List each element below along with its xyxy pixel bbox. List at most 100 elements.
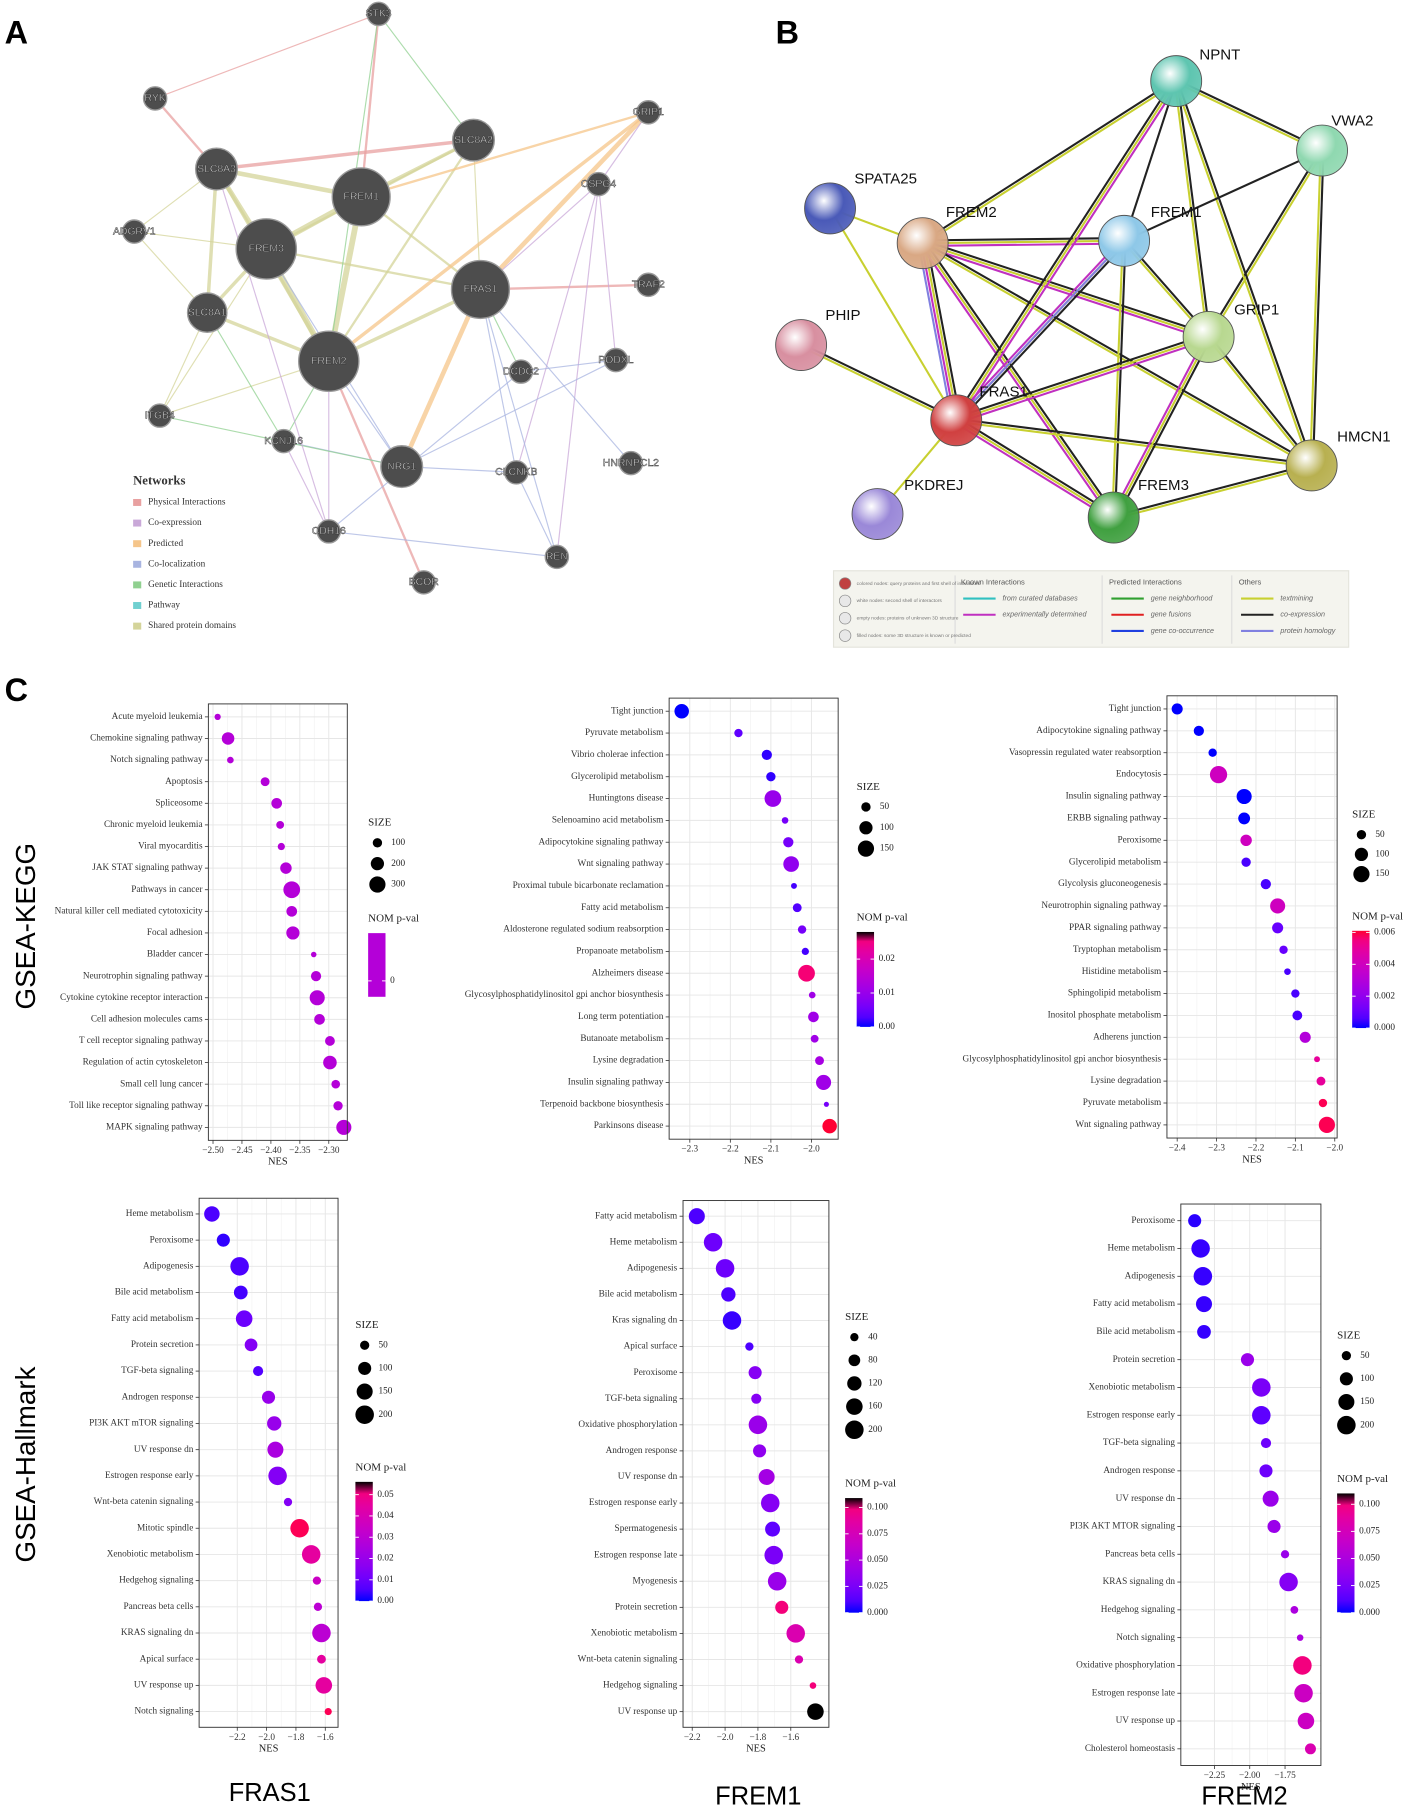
dot (230, 1257, 249, 1276)
dot (310, 971, 322, 982)
network-edge (159, 248, 267, 416)
network-edge (922, 242, 1209, 338)
network-node (1182, 310, 1235, 363)
y-tick-label: PI3K AKT MTOR signaling (1070, 1522, 1176, 1532)
dot (1318, 1098, 1328, 1108)
colorbar-label: 0.00 (377, 1596, 394, 1606)
dot (783, 856, 799, 872)
network-edge (515, 472, 558, 558)
size-legend-label: 300 (391, 880, 405, 890)
y-tick-label: Notch signaling (134, 1707, 193, 1717)
x-axis-label: NES (1242, 1154, 1262, 1165)
dot (748, 1415, 768, 1435)
network-edge (1208, 150, 1325, 339)
dot (1171, 703, 1183, 715)
legend-label: co-expression (1280, 611, 1325, 619)
node-label: SLC8A3 (197, 164, 236, 175)
network-edge (1111, 240, 1124, 518)
y-tick-label: Xenobiotic metabolism (591, 1629, 678, 1639)
node-label: CSPG4 (581, 179, 616, 190)
dot (823, 1101, 829, 1107)
dot (324, 1707, 332, 1716)
column-label: FREM1 (715, 1783, 801, 1811)
network-edge (1176, 78, 1324, 151)
y-tick-label: Androgen response (122, 1392, 194, 1402)
size-legend-dot (369, 876, 386, 893)
colorbar-label: 0.03 (377, 1532, 394, 1542)
y-tick-label: Glycolysis gluconeogenesis (1058, 879, 1161, 889)
legend-group-title: Predicted Interactions (1109, 577, 1182, 586)
dot (267, 1416, 282, 1431)
dot (1252, 1378, 1271, 1397)
y-tick-label: Proximal tubule bicarbonate reclamation (513, 881, 664, 891)
y-tick-label: Viral myocarditis (138, 842, 203, 852)
dot (786, 1624, 805, 1643)
network-edge (957, 242, 1127, 423)
dot (1241, 857, 1251, 867)
legend-title: NOM p-val (1352, 910, 1403, 922)
colorbar (856, 931, 875, 1027)
dot (1316, 1076, 1326, 1086)
plot-border (682, 1200, 830, 1728)
size-legend-dot (1337, 1415, 1356, 1435)
y-tick-label: Pyruvate metabolism (585, 728, 664, 738)
y-tick-label: Vasopressin regulated water reabsorption (1009, 748, 1162, 758)
colorbar-label: 0.004 (1374, 959, 1395, 969)
dot (1290, 1605, 1299, 1614)
legend-label: Pathway (148, 601, 180, 611)
dot (792, 903, 802, 913)
dot (816, 1074, 832, 1090)
size-legend-dot (1354, 847, 1369, 862)
network-edge (328, 530, 557, 558)
plot-panel (669, 698, 839, 1140)
network-edge (956, 417, 1312, 466)
colorbar-label: 0.006 (1374, 928, 1395, 938)
network-node (603, 347, 629, 373)
colorbar-label: 0.075 (1359, 1527, 1380, 1537)
dot (315, 1677, 333, 1694)
network-node (804, 182, 856, 235)
y-tick-label: Sphingolipid metabolism (1068, 989, 1162, 999)
legend-label: Genetic Interactions (148, 580, 223, 590)
legend-label: textmining (1280, 594, 1313, 602)
dot (1294, 1683, 1313, 1703)
colorbar-label: 0.000 (867, 1608, 888, 1618)
network-edge (953, 238, 1123, 420)
y-tick-label: Wnt signaling pathway (578, 859, 664, 869)
dot (760, 1493, 780, 1513)
plot-panel (683, 1200, 829, 1728)
node-label: RYK (145, 93, 166, 104)
size-legend-dot (1341, 1351, 1352, 1361)
dot (807, 1703, 824, 1720)
y-tick-label: Spliceosome (155, 798, 202, 808)
network-edge (955, 420, 1312, 468)
node-label: FREM3 (1138, 477, 1189, 494)
colorbar-label: 0.02 (377, 1554, 394, 1564)
dot (1260, 1437, 1272, 1449)
size-legend-label: 100 (379, 1364, 393, 1374)
node-label: VWA2 (1331, 113, 1373, 130)
size-legend-label: 200 (868, 1425, 882, 1435)
node-label: FREM2 (946, 204, 997, 221)
node-label: FREM1 (1151, 204, 1202, 221)
y-tick-label: Cholesterol homeostasis (1085, 1744, 1176, 1754)
y-tick-label: Huntingtons disease (589, 794, 664, 804)
dot (1279, 1572, 1298, 1592)
dot (791, 882, 797, 889)
node-label: NPNT (1199, 47, 1240, 64)
dot (1297, 1712, 1315, 1730)
network-edge (921, 242, 1115, 519)
plot-border (1166, 695, 1338, 1139)
network-edge (1113, 463, 1312, 518)
network-edge (1123, 149, 1323, 242)
network-edge (957, 82, 1180, 423)
colorbar-label: 0.01 (879, 988, 896, 998)
network-edge (283, 440, 330, 532)
size-legend-dot (1339, 1372, 1353, 1386)
dot (808, 991, 816, 999)
y-tick-label: Apical surface (140, 1654, 194, 1664)
dot (235, 1310, 253, 1327)
node-label: PKDREJ (904, 477, 963, 494)
dot (317, 1654, 326, 1664)
dot (323, 1055, 337, 1070)
